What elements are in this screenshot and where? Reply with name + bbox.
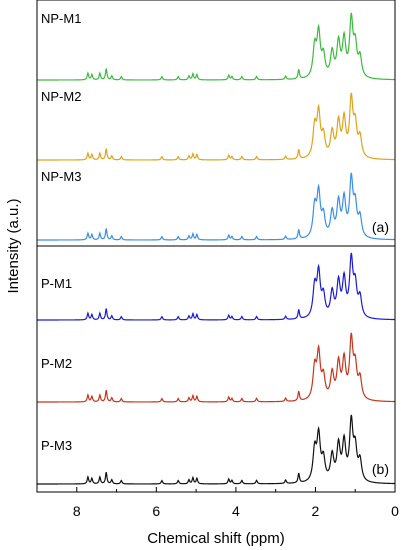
series-label-p-m3: P-M3 (41, 438, 72, 453)
x-axis: 8 6 4 2 0 (36, 487, 399, 519)
spectrum-p-m2 (37, 332, 396, 403)
spectrum-np-m1 (37, 12, 396, 81)
x-axis-label: Chemical shift (ppm) (147, 530, 285, 547)
y-axis-label: Intensity (a.u.) (5, 198, 22, 293)
panel-label-a: (a) (372, 219, 389, 235)
spectrum-np-m3 (37, 172, 396, 241)
labels-layer: NP-M1 NP-M2 NP-M3 (a) P-M1 P-M2 P-M3 (b) (41, 11, 389, 477)
x-tick-label: 6 (152, 503, 160, 519)
spectrum-p-m3 (37, 414, 396, 485)
x-tick-label: 8 (73, 503, 81, 519)
spectrum-np-m2 (37, 92, 396, 161)
series-label-p-m1: P-M1 (41, 276, 72, 291)
x-tick-label: 0 (391, 503, 399, 519)
series-label-np-m3: NP-M3 (41, 169, 81, 184)
series-label-np-m1: NP-M1 (41, 11, 81, 26)
series-label-np-m2: NP-M2 (41, 89, 81, 104)
x-tick-label: 4 (232, 503, 240, 519)
spectra-layer (37, 12, 396, 485)
panel-label-b: (b) (372, 461, 389, 477)
spectrum-p-m1 (37, 252, 396, 321)
x-tick-label: 2 (312, 503, 320, 519)
series-label-p-m2: P-M2 (41, 356, 72, 371)
